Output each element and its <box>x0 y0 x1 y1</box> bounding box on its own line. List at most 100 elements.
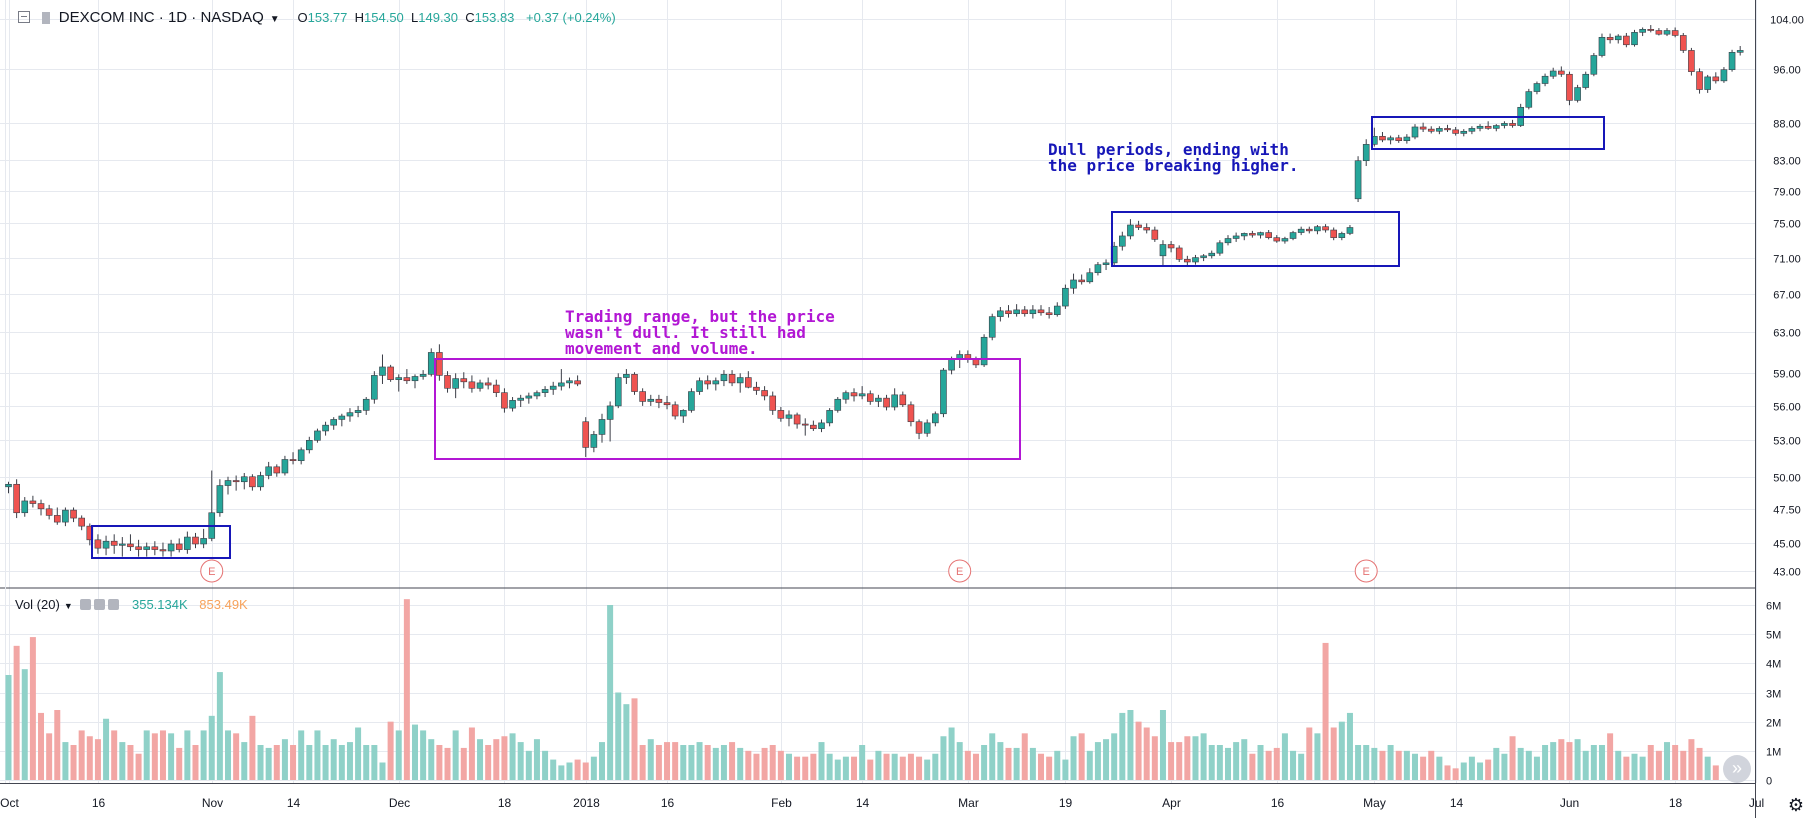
volume-bar <box>46 733 53 780</box>
candle <box>1468 126 1476 135</box>
trading-range-box[interactable] <box>434 358 1021 460</box>
candle-body <box>1688 50 1695 72</box>
dull-period-box-2[interactable] <box>1111 211 1400 267</box>
earnings-marker[interactable]: E <box>200 559 224 583</box>
volume-bar <box>387 721 394 780</box>
earnings-marker[interactable]: E <box>948 559 972 583</box>
candle-body <box>940 369 947 415</box>
time-tick-label: 18 <box>1669 796 1683 810</box>
candle-body <box>501 392 508 409</box>
candle-body <box>1558 70 1565 75</box>
dull-period-box-3[interactable] <box>1371 116 1605 150</box>
volume-bar <box>1322 642 1329 780</box>
price-tick-label: 71.00 <box>1773 254 1801 266</box>
candle-body <box>265 466 272 476</box>
candle <box>1566 71 1573 106</box>
candle-body <box>834 398 842 411</box>
volume-bar <box>753 753 760 780</box>
candle <box>1549 67 1557 79</box>
symbol-title[interactable]: DEXCOM INC · 1D · NASDAQ <box>58 9 264 26</box>
candle-body <box>1029 309 1037 315</box>
earnings-marker[interactable]: E <box>1354 559 1378 583</box>
volume-bar <box>1517 747 1524 780</box>
candle <box>1509 119 1516 128</box>
candle <box>801 418 809 436</box>
volume-bar <box>607 605 614 780</box>
volume-bar <box>29 637 36 780</box>
candle-body <box>623 374 630 378</box>
candle-body <box>1070 279 1077 289</box>
candle-body <box>997 310 1004 317</box>
volume-bar <box>818 742 825 780</box>
volume-tick-label: 4M <box>1766 659 1781 671</box>
candle-body <box>810 424 817 429</box>
volume-study-label[interactable]: Vol (20) <box>15 597 60 612</box>
close-value: 153.83 <box>474 10 515 25</box>
candle-body <box>988 316 996 338</box>
candle-body <box>297 449 305 461</box>
eye-icon[interactable] <box>80 599 92 610</box>
candle-body <box>728 374 736 384</box>
volume-bar <box>70 745 77 780</box>
candle-body <box>1330 229 1337 238</box>
volume-bar <box>1298 753 1305 780</box>
earnings-circle <box>1354 559 1378 583</box>
chevron-down-icon[interactable]: ▼ <box>63 601 73 611</box>
candle <box>45 504 53 520</box>
volume-bar <box>932 753 939 780</box>
candle <box>663 395 671 410</box>
volume-bar <box>1111 733 1118 780</box>
candle-body <box>362 398 370 411</box>
candle <box>1257 231 1264 239</box>
volume-bar <box>257 745 264 780</box>
candle <box>387 364 394 382</box>
candle-body <box>1289 232 1297 239</box>
candle-body <box>135 546 142 550</box>
price-tick-label: 104.00 <box>1770 15 1804 27</box>
settings-icon[interactable] <box>94 599 106 610</box>
close-icon[interactable] <box>108 599 120 610</box>
candle-body <box>427 352 435 375</box>
volume-bar <box>672 742 679 780</box>
volume-tick-label: 2M <box>1766 718 1781 730</box>
candle <box>1224 235 1232 246</box>
volume-bar <box>1070 736 1077 780</box>
candle-body <box>460 378 468 383</box>
volume-bar <box>111 730 118 780</box>
candle <box>1427 126 1435 134</box>
candle <box>159 542 167 557</box>
volume-bar <box>899 756 906 780</box>
volume-bar <box>436 745 443 780</box>
collapse-icon[interactable] <box>18 11 30 23</box>
candle <box>858 386 866 400</box>
candle <box>639 388 646 406</box>
volume-tick-label: 0 <box>1766 776 1772 788</box>
dull-period-box-1[interactable] <box>91 525 231 559</box>
candle <box>1533 81 1541 95</box>
volume-bar <box>1501 753 1508 780</box>
candle-body <box>1297 228 1305 233</box>
volume-bar <box>558 765 565 780</box>
candle <box>997 307 1004 322</box>
candle-body <box>1086 272 1094 283</box>
candle <box>1558 66 1565 77</box>
scroll-right-icon[interactable]: » <box>1723 755 1751 783</box>
time-tick-label: 19 <box>1059 796 1073 810</box>
volume-bar <box>468 727 475 780</box>
candle <box>151 541 159 556</box>
candle <box>102 535 110 556</box>
price-axis[interactable]: 104.00 96.00 88.00 83.00 79.00 75.00 71.00 67.0… <box>1770 15 1804 579</box>
candle-body <box>704 380 711 385</box>
volume-bar <box>200 730 207 780</box>
time-axis[interactable]: Oct 16 Nov 14 Dec 18 2018 16 Feb 14 Mar 19 Apr 16 May 1… <box>0 796 1764 810</box>
chevron-down-icon[interactable]: ▼ <box>269 14 280 25</box>
volume-bar <box>1607 733 1614 780</box>
gear-icon[interactable]: ⚙ <box>1787 795 1805 815</box>
volume-bar <box>1159 710 1166 780</box>
candle-body <box>379 366 386 376</box>
volume-bar <box>1103 739 1110 780</box>
volume-bar <box>1054 750 1061 780</box>
volume-axis[interactable]: 6M 5M 4M 3M 2M 1M 0 <box>1766 601 1781 788</box>
time-tick-label: Feb <box>771 796 792 810</box>
